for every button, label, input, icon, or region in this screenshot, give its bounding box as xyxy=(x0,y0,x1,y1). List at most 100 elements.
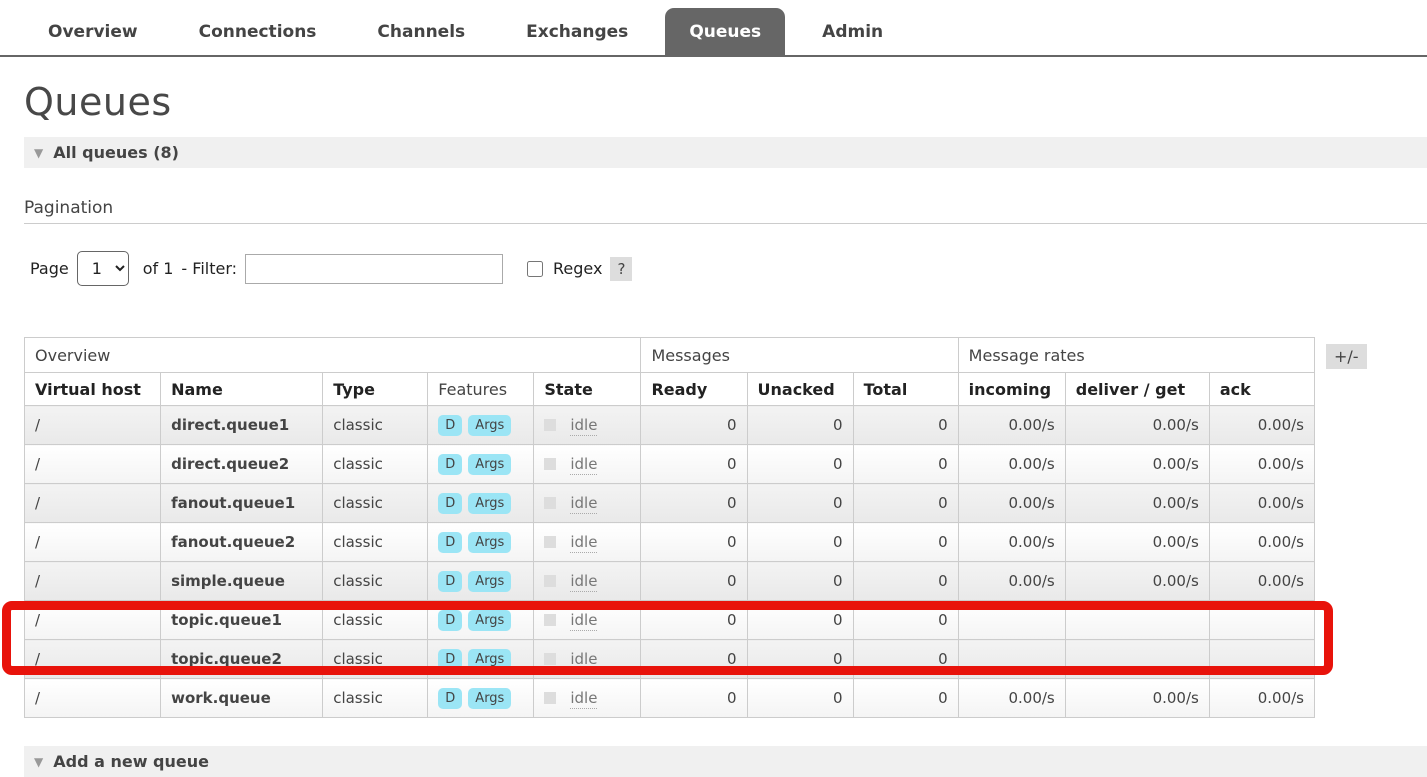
queue-name-link[interactable]: work.queue xyxy=(171,689,271,707)
pagination-heading: Pagination xyxy=(24,198,114,218)
queue-name-link[interactable]: fanout.queue1 xyxy=(171,494,296,512)
col-unacked[interactable]: Unacked xyxy=(746,372,854,406)
feature-badge-d: D xyxy=(438,609,463,631)
feature-badge-d: D xyxy=(438,687,463,709)
cell-unacked: 0 xyxy=(746,444,854,484)
cell-unacked: 0 xyxy=(746,639,854,679)
cell-rate-deliver-get: 0.00/s xyxy=(1064,405,1210,445)
regex-help-button[interactable]: ? xyxy=(610,256,633,281)
cell-rate-incoming: 0.00/s xyxy=(957,561,1066,601)
cell-rate-incoming: 0.00/s xyxy=(957,483,1066,523)
col-type[interactable]: Type xyxy=(322,372,429,406)
feature-badge-d: D xyxy=(438,414,463,436)
feature-badge-args: Args xyxy=(468,570,512,592)
col-name[interactable]: Name xyxy=(160,372,324,406)
state-indicator-icon xyxy=(544,692,557,704)
state-label: idle xyxy=(570,650,598,670)
col-ready[interactable]: Ready xyxy=(640,372,748,406)
col-ack[interactable]: ack xyxy=(1208,372,1316,406)
state-label: idle xyxy=(570,533,598,553)
cell-total: 0 xyxy=(852,405,959,445)
filter-label: - Filter: xyxy=(181,259,238,278)
collapse-triangle-icon: ▼ xyxy=(34,754,44,769)
cell-queue-name[interactable]: direct.queue2 xyxy=(160,444,324,484)
cell-queue-name[interactable]: fanout.queue1 xyxy=(160,483,324,523)
state-label: idle xyxy=(570,611,598,631)
cell-queue-name[interactable]: work.queue xyxy=(160,678,324,718)
cell-features: D Args xyxy=(427,522,535,562)
cell-queue-name[interactable]: topic.queue2 xyxy=(160,639,324,679)
feature-badge-args: Args xyxy=(468,492,512,514)
state-label: idle xyxy=(570,416,598,436)
col-total[interactable]: Total xyxy=(852,372,959,406)
cell-total: 0 xyxy=(852,561,959,601)
cell-rate-deliver-get: 0.00/s xyxy=(1064,561,1210,601)
tab-admin[interactable]: Admin xyxy=(822,22,884,42)
cell-state: idle xyxy=(533,639,642,679)
cell-total: 0 xyxy=(852,522,959,562)
section-all-queues[interactable]: ▼ All queues (8) xyxy=(24,137,1427,168)
tab-overview[interactable]: Overview xyxy=(48,22,138,42)
cell-features: D Args xyxy=(427,405,535,445)
section-add-queue[interactable]: ▼ Add a new queue xyxy=(24,746,1427,777)
cell-rate-deliver-get: 0.00/s xyxy=(1064,678,1210,718)
col-state[interactable]: State xyxy=(533,372,642,406)
cell-rate-deliver-get: 0.00/s xyxy=(1064,522,1210,562)
cell-virtual-host: / xyxy=(23,444,162,484)
cell-unacked: 0 xyxy=(746,483,854,523)
queue-name-link[interactable]: topic.queue1 xyxy=(171,611,282,629)
page-label: Page xyxy=(30,259,69,278)
cell-queue-name[interactable]: simple.queue xyxy=(160,561,324,601)
state-label: idle xyxy=(570,572,598,592)
tab-queues[interactable]: Queues xyxy=(665,8,786,55)
feature-badge-d: D xyxy=(438,531,463,553)
page-select[interactable]: 1 xyxy=(76,251,129,286)
page-of-label: of 1 xyxy=(142,259,174,278)
cell-features: D Args xyxy=(427,561,535,601)
col-deliver-get[interactable]: deliver / get xyxy=(1064,372,1210,406)
cell-unacked: 0 xyxy=(746,600,854,640)
feature-badge-args: Args xyxy=(468,531,512,553)
feature-badge-d: D xyxy=(438,492,463,514)
cell-ready: 0 xyxy=(640,444,748,484)
cell-ready: 0 xyxy=(640,483,748,523)
column-toggle-button[interactable]: +/- xyxy=(1326,344,1367,369)
col-virtual-host[interactable]: Virtual host xyxy=(23,372,162,406)
cell-ready: 0 xyxy=(640,561,748,601)
tab-exchanges[interactable]: Exchanges xyxy=(526,22,629,42)
cell-unacked: 0 xyxy=(746,678,854,718)
queue-name-link[interactable]: fanout.queue2 xyxy=(171,533,296,551)
feature-badge-args: Args xyxy=(468,453,512,475)
cell-rate-deliver-get: 0.00/s xyxy=(1064,483,1210,523)
queue-name-link[interactable]: simple.queue xyxy=(171,572,285,590)
cell-type: classic xyxy=(322,639,429,679)
tab-bar: Overview Connections Channels Exchanges … xyxy=(0,0,1427,57)
cell-rate-incoming xyxy=(957,639,1066,679)
feature-badge-d: D xyxy=(438,570,463,592)
feature-badge-d: D xyxy=(438,453,463,475)
cell-queue-name[interactable]: fanout.queue2 xyxy=(160,522,324,562)
cell-queue-name[interactable]: topic.queue1 xyxy=(160,600,324,640)
cell-rate-deliver-get: 0.00/s xyxy=(1064,444,1210,484)
queue-name-link[interactable]: direct.queue2 xyxy=(171,455,290,473)
tab-connections[interactable]: Connections xyxy=(198,22,317,42)
cell-ready: 0 xyxy=(640,522,748,562)
table-row: / direct.queue2 classic D Args idle 0 0 0 0.00/s 0… xyxy=(23,444,1316,484)
queue-name-link[interactable]: topic.queue2 xyxy=(171,650,282,668)
feature-badge-args: Args xyxy=(468,414,512,436)
cell-type: classic xyxy=(322,405,429,445)
queue-name-link[interactable]: direct.queue1 xyxy=(171,416,290,434)
cell-features: D Args xyxy=(427,600,535,640)
cell-state: idle xyxy=(533,678,642,718)
cell-ready: 0 xyxy=(640,678,748,718)
cell-rate-incoming: 0.00/s xyxy=(957,444,1066,484)
cell-features: D Args xyxy=(427,678,535,718)
col-incoming[interactable]: incoming xyxy=(957,372,1066,406)
tab-channels[interactable]: Channels xyxy=(377,22,466,42)
cell-unacked: 0 xyxy=(746,405,854,445)
regex-checkbox[interactable] xyxy=(527,260,544,277)
cell-state: idle xyxy=(533,444,642,484)
filter-input[interactable] xyxy=(245,253,504,284)
queues-table-wrap: Overview Messages Message rates Virtual … xyxy=(2,337,1384,718)
cell-queue-name[interactable]: direct.queue1 xyxy=(160,405,324,445)
